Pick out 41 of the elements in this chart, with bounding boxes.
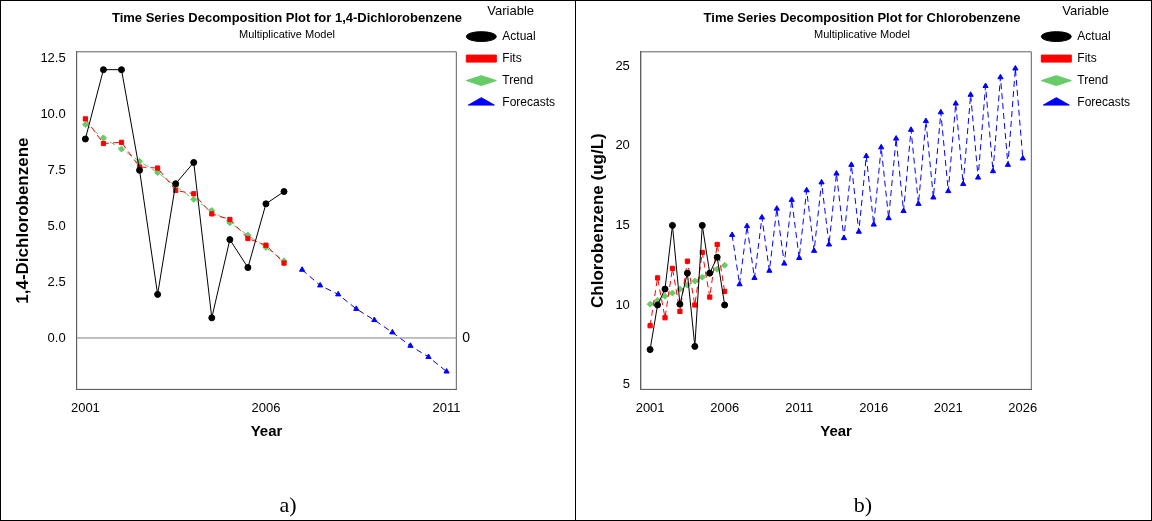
y-tick-label: 20 — [615, 137, 630, 153]
y-axis-title: 1,4-Dichlorobenzene — [12, 137, 32, 304]
x-tick-label: 2016 — [859, 399, 889, 415]
y-tick-label: 5.0 — [47, 217, 66, 233]
legend-label: Trend — [1077, 72, 1109, 87]
x-tick-label: 2011 — [432, 399, 461, 415]
x-tick-label: 2001 — [635, 399, 665, 415]
chart-subtitle: Multiplicative Model — [239, 28, 335, 41]
x-axis-title: Year — [820, 422, 853, 440]
x-tick-label: 2011 — [785, 399, 814, 415]
legend-title: Variable — [487, 3, 535, 19]
x-tick-label: 2006 — [710, 399, 740, 415]
x-tick-label: 2026 — [1008, 399, 1038, 415]
y-axis-title: Chlorobenzene (ug/L) — [587, 133, 607, 308]
chart-subtitle: Multiplicative Model — [814, 28, 910, 41]
text: a) — [278, 492, 298, 518]
x-tick-label: 2001 — [70, 399, 100, 415]
y-tick-label: 2.5 — [47, 273, 66, 289]
legend-label: Forecasts — [1077, 94, 1131, 109]
legend-label: Forecasts — [502, 94, 556, 109]
y-tick-label: 0.0 — [47, 329, 66, 345]
y-tick-label: 7.5 — [47, 161, 66, 177]
y-tick-label: 10.0 — [40, 105, 66, 121]
legend-label: Actual — [502, 28, 536, 43]
legend-label: Actual — [1077, 28, 1111, 43]
y-tick-label: 15 — [615, 216, 630, 232]
ref-line-label: 0 — [462, 328, 471, 345]
chart-title: Time Series Decomposition Plot for 1,4-Dichlorobenzene — [111, 10, 463, 26]
x-tick-label: 2006 — [251, 399, 281, 415]
y-tick-label: 25 — [615, 57, 630, 73]
legend-label: Fits — [1077, 50, 1097, 65]
text: b) — [852, 492, 874, 518]
chart-title: Time Series Decomposition Plot for Chlorobenzene — [703, 10, 1021, 26]
y-tick-label: 10 — [615, 296, 630, 312]
y-tick-label: 12.5 — [40, 50, 66, 66]
legend-title: Variable — [1062, 3, 1110, 19]
legend-label: Trend — [502, 72, 534, 87]
x-axis-title: Year — [250, 422, 283, 440]
y-tick-label: 5 — [622, 376, 630, 392]
x-tick-label: 2021 — [933, 399, 963, 415]
legend-label: Fits — [502, 50, 522, 65]
